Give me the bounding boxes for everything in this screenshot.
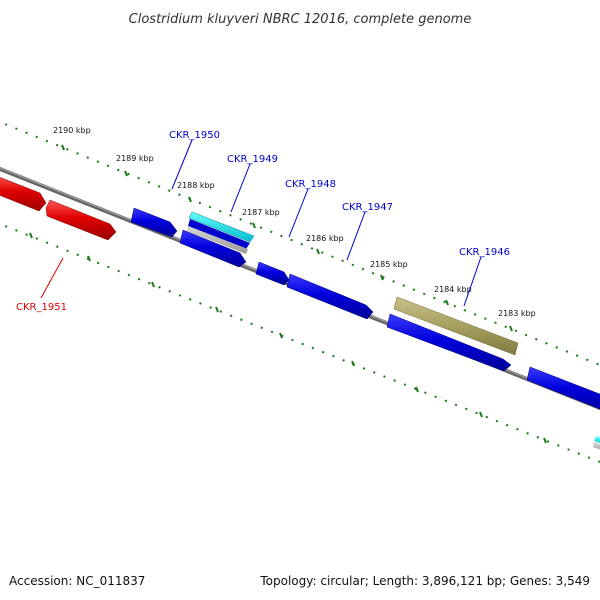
outer-scale-ring	[0, 120, 600, 366]
gene-ckr-1952[interactable]	[0, 175, 47, 212]
gene-label-ckr-1947[interactable]: CKR_1947	[342, 202, 393, 213]
gene-ckr-1946-pseudo[interactable]	[393, 296, 519, 356]
callout-ckr-1951[interactable]: CKR_1951	[16, 257, 67, 313]
genome-title: Clostridium kluyveri NBRC 12016, complet…	[129, 12, 472, 27]
tick-2184	[445, 299, 449, 306]
tick-2186	[316, 248, 320, 255]
topology-text: Topology: circular; Length: 3,896,121 bp…	[260, 574, 590, 588]
tick-label-2190: 2190 kbp	[53, 126, 91, 135]
tick-label-2189: 2189 kbp	[116, 154, 154, 163]
tick-2185	[380, 274, 384, 281]
gene-label-ckr-1951[interactable]: CKR_1951	[16, 302, 67, 313]
tick-2187	[252, 222, 256, 229]
tick-2188	[188, 196, 192, 203]
gene-ckr-1951[interactable]	[45, 199, 117, 241]
gene-label-ckr-1946[interactable]: CKR_1946	[459, 247, 510, 258]
callout-ckr-1950[interactable]: CKR_1950	[169, 130, 220, 190]
tick-label-2188: 2188 kbp	[177, 181, 215, 190]
tick-label-2183: 2183 kbp	[498, 309, 536, 318]
tick-label-2187: 2187 kbp	[242, 208, 280, 217]
gene-ckr-1948[interactable]	[255, 261, 290, 286]
gene-ckr-1945[interactable]	[526, 366, 600, 413]
gene-ckr-1950[interactable]	[130, 207, 178, 238]
callout-ckr-1946[interactable]: CKR_1946	[459, 247, 510, 307]
tick-label-2186: 2186 kbp	[306, 234, 344, 243]
callout-ckr-1949[interactable]: CKR_1949	[227, 154, 278, 213]
callout-ckr-1948[interactable]: CKR_1948	[285, 179, 336, 238]
gene-label-ckr-1950[interactable]: CKR_1950	[169, 130, 220, 141]
inner-scale-ring	[0, 222, 600, 463]
tick-2183	[509, 325, 513, 332]
accession-text: Accession: NC_011837	[9, 574, 146, 588]
gene-label-ckr-1949[interactable]: CKR_1949	[227, 154, 278, 165]
tick-label-2184: 2184 kbp	[434, 285, 472, 294]
gene-ckr-1946[interactable]	[386, 313, 512, 372]
gene-ckr-1949[interactable]	[179, 229, 247, 268]
tick-label-2185: 2185 kbp	[370, 260, 408, 269]
tick-2190	[61, 144, 65, 151]
tick-2189	[124, 170, 128, 177]
gene-edge-fragment[interactable]	[593, 436, 600, 453]
gene-ckr-1949-rna[interactable]	[187, 211, 255, 254]
gene-label-ckr-1948[interactable]: CKR_1948	[285, 179, 336, 190]
gene-ckr-1947[interactable]	[286, 273, 374, 320]
callout-ckr-1947[interactable]: CKR_1947	[342, 202, 393, 261]
